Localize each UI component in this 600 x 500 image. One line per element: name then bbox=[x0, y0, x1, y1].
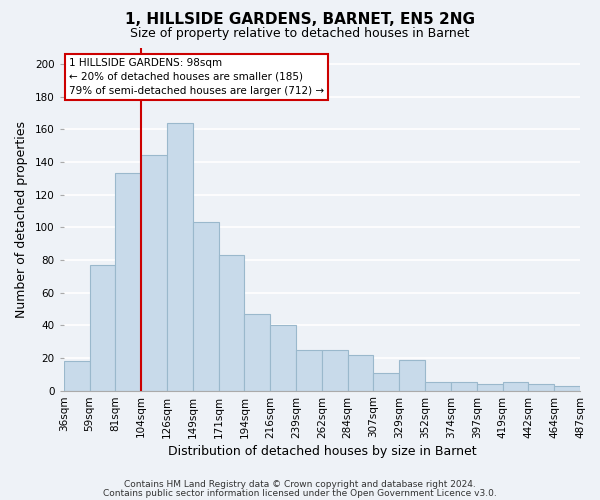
Bar bbox=[503, 382, 529, 390]
Bar bbox=[218, 255, 244, 390]
Bar bbox=[167, 122, 193, 390]
X-axis label: Distribution of detached houses by size in Barnet: Distribution of detached houses by size … bbox=[167, 444, 476, 458]
Bar bbox=[425, 382, 451, 390]
Bar bbox=[115, 174, 141, 390]
Bar bbox=[89, 265, 115, 390]
Bar bbox=[554, 386, 580, 390]
Text: Contains public sector information licensed under the Open Government Licence v3: Contains public sector information licen… bbox=[103, 489, 497, 498]
Bar bbox=[64, 361, 89, 390]
Text: Contains HM Land Registry data © Crown copyright and database right 2024.: Contains HM Land Registry data © Crown c… bbox=[124, 480, 476, 489]
Bar bbox=[193, 222, 218, 390]
Bar bbox=[529, 384, 554, 390]
Bar bbox=[373, 372, 400, 390]
Bar bbox=[270, 325, 296, 390]
Bar bbox=[400, 360, 425, 390]
Bar bbox=[451, 382, 477, 390]
Text: 1, HILLSIDE GARDENS, BARNET, EN5 2NG: 1, HILLSIDE GARDENS, BARNET, EN5 2NG bbox=[125, 12, 475, 28]
Bar bbox=[244, 314, 270, 390]
Bar bbox=[141, 156, 167, 390]
Bar bbox=[322, 350, 347, 391]
Y-axis label: Number of detached properties: Number of detached properties bbox=[15, 120, 28, 318]
Text: 1 HILLSIDE GARDENS: 98sqm
← 20% of detached houses are smaller (185)
79% of semi: 1 HILLSIDE GARDENS: 98sqm ← 20% of detac… bbox=[69, 58, 324, 96]
Bar bbox=[296, 350, 322, 391]
Bar bbox=[347, 354, 373, 390]
Bar bbox=[477, 384, 503, 390]
Text: Size of property relative to detached houses in Barnet: Size of property relative to detached ho… bbox=[130, 28, 470, 40]
